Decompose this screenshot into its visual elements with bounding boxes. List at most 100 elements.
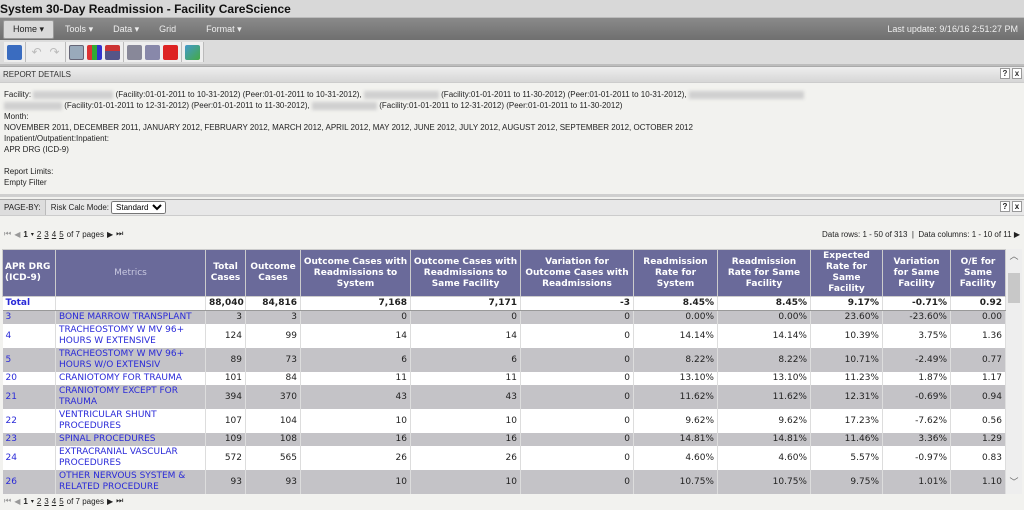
drg-code-link[interactable]: Total <box>2 296 56 311</box>
drg-code-link[interactable]: 20 <box>2 372 56 385</box>
drg-code-link[interactable]: 26 <box>2 470 56 494</box>
drg-name-link[interactable]: TRACHEOSTOMY W MV 96+ HOURS W EXTENSIVE <box>55 324 206 348</box>
cell: 16 <box>300 433 411 446</box>
cell: 3.36% <box>882 433 951 446</box>
next-page-icon[interactable]: ▶ <box>107 229 114 239</box>
cell: 107 <box>205 409 246 433</box>
cell: 0.00% <box>717 310 811 324</box>
page-by-label: PAGE-BY: <box>0 200 46 215</box>
page-link[interactable]: 3 <box>44 496 49 506</box>
cell: 572 <box>205 446 246 470</box>
drg-code-link[interactable]: 22 <box>2 409 56 433</box>
drg-name-link[interactable]: CRANIOTOMY FOR TRAUMA <box>55 372 206 385</box>
cell: 565 <box>245 446 301 470</box>
grid-container: APR DRG (ICD-9) Metrics Total Cases Outcome… <box>2 249 1022 494</box>
drg-code-link[interactable]: 23 <box>2 433 56 446</box>
menu-data[interactable]: Data ▾ <box>113 23 140 34</box>
graph-view-icon[interactable] <box>87 44 102 60</box>
cell: 14.14% <box>717 324 811 348</box>
page-link[interactable]: 2 <box>36 229 42 239</box>
column-header[interactable]: Total Cases <box>205 249 246 297</box>
cell: 14.81% <box>717 433 811 446</box>
column-header[interactable]: Readmission Rate for Same Facility <box>717 249 811 297</box>
cell: 16 <box>410 433 521 446</box>
current-page[interactable]: 1 <box>23 496 28 506</box>
export-icon[interactable] <box>145 44 160 60</box>
risk-calc-select[interactable]: Standard <box>111 201 167 214</box>
drg-name-link[interactable]: TRACHEOSTOMY W MV 96+ HOURS W/O EXTENSIV <box>55 348 206 372</box>
last-page-icon[interactable]: ⏭ <box>116 496 124 505</box>
page-link[interactable]: 3 <box>44 229 49 239</box>
menu-grid[interactable]: Grid <box>150 21 185 37</box>
page-link[interactable]: 4 <box>51 496 57 506</box>
grid-view-icon[interactable] <box>69 44 84 60</box>
column-header[interactable]: Outcome Cases with Readmissions to Syste… <box>300 249 411 297</box>
print-icon[interactable] <box>127 44 142 60</box>
table-row: 5 TRACHEOSTOMY W MV 96+ HOURS W/O EXTENSI… <box>2 348 1006 372</box>
save-icon[interactable] <box>7 44 22 60</box>
pdf-icon[interactable] <box>163 44 178 60</box>
menu-tools[interactable]: Tools ▾ <box>65 23 94 34</box>
next-page-icon[interactable]: ▶ <box>107 496 114 506</box>
page-link[interactable]: 4 <box>51 229 57 239</box>
drg-code-link[interactable]: 5 <box>2 348 56 372</box>
redo-icon[interactable]: ↷ <box>49 44 60 59</box>
drg-name-link[interactable]: OTHER NERVOUS SYSTEM & RELATED PROCEDURE <box>55 470 206 494</box>
drg-code-link[interactable]: 21 <box>2 385 56 409</box>
column-header[interactable]: Metrics <box>55 249 206 297</box>
drg-name-link[interactable] <box>55 296 206 311</box>
menu-format[interactable]: Format ▾ <box>206 23 242 34</box>
page-link[interactable]: 2 <box>36 496 42 506</box>
window-title: System 30-Day Readmission - Facility Car… <box>0 0 1024 18</box>
first-page-icon[interactable]: ⏮ <box>4 229 12 238</box>
cell: 6 <box>410 348 521 372</box>
drg-name-link[interactable]: BONE MARROW TRANSPLANT <box>55 310 206 324</box>
menu-home[interactable]: Home ▾ <box>3 19 55 39</box>
column-header[interactable]: Variation for Outcome Cases with Readmis… <box>520 249 634 297</box>
drg-name-link[interactable]: EXTRACRANIAL VASCULAR PROCEDURES <box>55 446 206 470</box>
column-header[interactable]: Expected Rate for Same Facility <box>810 249 883 297</box>
page-by-bar: PAGE-BY: Risk Calc Mode: Standard ? x <box>0 199 1024 216</box>
scroll-down-icon[interactable]: ﹀ <box>1009 478 1019 488</box>
menu-label: Data <box>113 23 133 34</box>
prev-page-icon[interactable]: ◀ <box>14 229 21 239</box>
column-header[interactable]: Readmission Rate for System <box>633 249 718 297</box>
scroll-up-icon[interactable]: ︿ <box>1009 252 1019 262</box>
cell: -0.69% <box>882 385 951 409</box>
menu-label: Format <box>206 23 235 34</box>
options-icon[interactable] <box>185 44 200 60</box>
page-link[interactable]: 5 <box>59 496 64 506</box>
close-icon[interactable]: x <box>1012 68 1022 79</box>
column-header[interactable]: Outcome Cases <box>245 249 301 297</box>
drg-name-link[interactable]: CRANIOTOMY EXCEPT FOR TRAUMA <box>55 385 206 409</box>
last-page-icon[interactable]: ⏭ <box>116 229 124 238</box>
facility-text: (Facility:01-01-2011 to 11-30-2012) (Pee… <box>441 90 687 99</box>
undo-icon[interactable]: ↶ <box>31 44 42 59</box>
cell: 108 <box>245 433 301 446</box>
cell: 12.31% <box>810 385 883 409</box>
drg-code-link[interactable]: 4 <box>2 324 56 348</box>
drg-code-link[interactable]: 24 <box>2 446 56 470</box>
scroll-thumb[interactable] <box>1008 273 1020 303</box>
drg-code-link[interactable]: 3 <box>2 310 56 324</box>
column-header[interactable]: Outcome Cases with Readmissions to Same … <box>410 249 521 297</box>
close-icon[interactable]: x <box>1012 201 1022 212</box>
next-columns-icon[interactable]: ▶ <box>1013 229 1020 239</box>
drg-name-link[interactable]: SPINAL PROCEDURES <box>55 433 206 446</box>
column-header[interactable]: O/E for Same Facility <box>950 249 1006 297</box>
help-icon[interactable]: ? <box>1000 68 1010 79</box>
current-page[interactable]: 1 <box>23 229 28 239</box>
cell: 6 <box>300 348 411 372</box>
vertical-scrollbar[interactable]: ︿ ﹀ <box>1006 249 1022 494</box>
grid-graph-icon[interactable] <box>105 44 120 60</box>
first-page-icon[interactable]: ⏮ <box>4 496 12 505</box>
cell: 17.23% <box>810 409 883 433</box>
column-header[interactable]: Variation for Same Facility <box>882 249 951 297</box>
page-count: of 7 pages <box>66 496 105 506</box>
page-link[interactable]: 5 <box>59 229 64 239</box>
help-icon[interactable]: ? <box>1000 201 1010 212</box>
column-header[interactable]: APR DRG (ICD-9) <box>2 249 56 297</box>
prev-page-icon[interactable]: ◀ <box>14 496 21 506</box>
drg-name-link[interactable]: VENTRICULAR SHUNT PROCEDURES <box>55 409 206 433</box>
cell: 1.36 <box>950 324 1006 348</box>
